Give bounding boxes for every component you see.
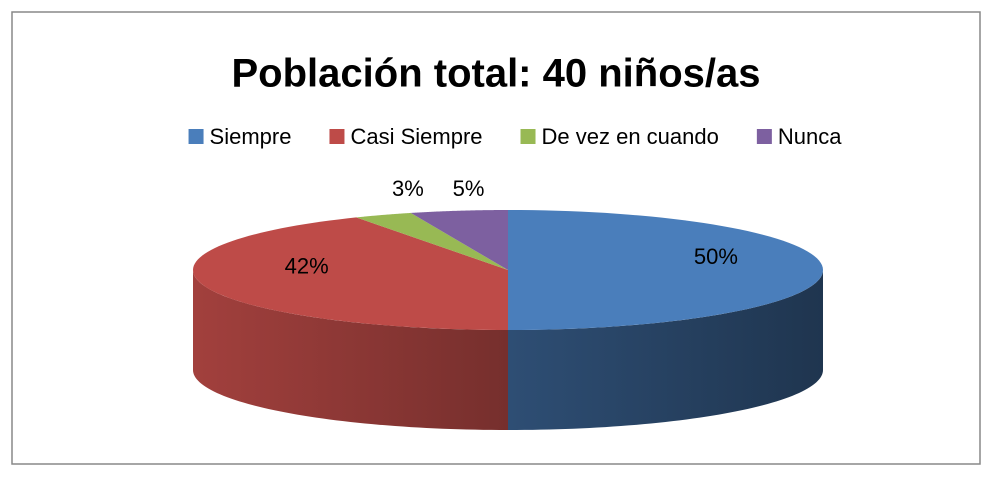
chart-title: Población total: 40 niños/as (232, 52, 761, 96)
legend: Siempre Casi Siempre De vez en cuando Nunca (188, 124, 842, 149)
pie-side (193, 270, 508, 430)
pie-side (508, 270, 823, 430)
pie-slice (508, 210, 823, 330)
data-label: 42% (285, 254, 329, 279)
legend-swatch (520, 129, 536, 144)
legend-label: Nunca (778, 124, 842, 149)
data-label: 3% (392, 176, 424, 201)
legend-label: Casi Siempre (350, 124, 482, 149)
legend-swatch (756, 129, 772, 144)
legend-swatch (188, 129, 204, 144)
data-label: 50% (694, 244, 738, 269)
legend-label: Siempre (210, 124, 292, 149)
pie-slice (193, 217, 508, 330)
pie-slice (356, 212, 508, 270)
pie-slice (410, 210, 508, 270)
legend-label: De vez en cuando (542, 124, 719, 149)
legend-swatch (329, 129, 345, 144)
data-label: 5% (453, 176, 485, 201)
